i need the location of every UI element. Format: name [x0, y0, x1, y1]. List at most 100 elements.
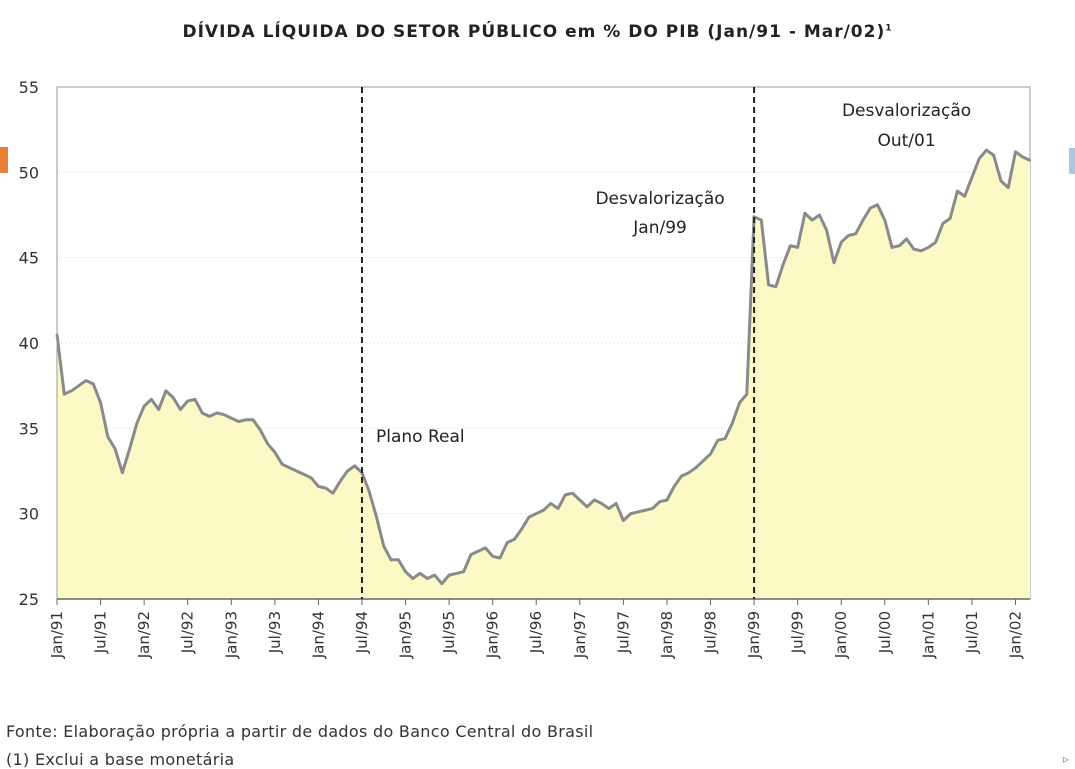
data-point-1998-04: [687, 471, 690, 474]
cursor-icon: ▹: [1063, 752, 1070, 766]
data-point-2001-11: [999, 179, 1003, 183]
x-tick-label-Jul/99: Jul/99: [789, 611, 807, 654]
data-point-1996-06: [527, 515, 531, 519]
x-tick-label-Jan/91: Jan/91: [48, 611, 66, 659]
data-point-1994-08: [368, 490, 371, 493]
data-point-2001-09: [985, 148, 988, 152]
data-point-1997-02: [585, 505, 589, 509]
y-tick-label-45: 45: [19, 249, 39, 268]
data-point-1999-02: [760, 218, 763, 222]
data-point-1995-01: [404, 570, 407, 573]
data-point-1997-12: [658, 500, 661, 503]
data-point-1995-08: [455, 572, 458, 575]
data-point-1991-08: [106, 435, 110, 439]
data-point-1991-11: [128, 447, 131, 451]
data-point-2001-08: [977, 157, 981, 160]
data-point-1993-03: [244, 418, 247, 421]
data-point-1994-02: [324, 486, 327, 490]
data-point-2000-07: [883, 218, 886, 222]
data-point-1999-04: [774, 285, 778, 288]
data-point-1998-06: [702, 459, 705, 462]
data-point-1996-05: [520, 527, 523, 531]
data-point-2001-12: [1007, 186, 1010, 189]
left-edge-marker: [0, 147, 8, 173]
y-tick-label-25: 25: [19, 590, 39, 609]
data-point-1993-01: [230, 416, 233, 420]
data-point-1996-10: [556, 507, 560, 510]
data-point-1997-01: [578, 498, 582, 502]
source-note: Fonte: Elaboração própria a partir de da…: [6, 722, 594, 741]
footnote: (1) Exclui a base monetária: [6, 750, 235, 769]
x-tick-label-Jan/99: Jan/99: [745, 611, 763, 659]
x-tick-label-Jul/93: Jul/93: [266, 611, 284, 654]
data-point-1998-12: [745, 393, 749, 396]
data-point-1996-04: [513, 538, 516, 541]
data-point-1993-11: [302, 473, 306, 476]
data-point-1996-11: [564, 493, 567, 497]
data-point-1992-01: [142, 404, 146, 408]
data-point-1997-06: [614, 502, 618, 505]
data-point-1999-12: [832, 261, 836, 264]
x-tick-label-Jul/95: Jul/95: [440, 611, 458, 654]
data-point-1997-05: [607, 507, 611, 510]
data-point-1993-10: [295, 469, 298, 473]
data-point-1997-08: [629, 512, 632, 515]
data-point-2001-10: [992, 154, 995, 157]
x-tick-label-Jan/93: Jan/93: [222, 611, 240, 659]
data-point-1995-12: [484, 546, 487, 549]
data-point-1995-10: [469, 553, 473, 556]
data-point-1991-06: [92, 382, 95, 386]
data-point-2000-12: [919, 249, 923, 253]
x-tick-label-Jan/97: Jan/97: [571, 611, 589, 659]
data-point-1992-05: [171, 396, 175, 399]
data-point-1994-05: [346, 469, 349, 473]
data-point-1992-10: [208, 415, 211, 418]
data-point-1997-10: [643, 509, 647, 512]
data-point-2000-06: [876, 203, 879, 206]
chart-title-text: DÍVIDA LÍQUIDA DO SETOR PÚBLICO em % DO …: [182, 22, 886, 42]
data-point-1993-12: [309, 476, 313, 480]
data-point-2000-10: [905, 237, 908, 241]
data-point-1998-09: [723, 437, 727, 440]
label-desval-jan99-line1: Jan/99: [632, 218, 687, 238]
data-point-2001-07: [970, 176, 974, 179]
data-point-2000-01: [840, 241, 843, 244]
data-point-1998-01: [665, 498, 669, 502]
data-point-1999-03: [767, 283, 770, 287]
data-point-1993-07: [273, 451, 277, 454]
data-point-1995-06: [440, 582, 444, 585]
data-point-1994-01: [317, 485, 320, 488]
x-tick-label-Jul/96: Jul/96: [527, 611, 545, 654]
data-point-1993-05: [259, 428, 262, 432]
label-desval-out01-line0: Desvalorização: [842, 101, 971, 121]
data-point-1991-12: [135, 422, 139, 425]
x-tick-label-Jan/94: Jan/94: [309, 611, 327, 659]
data-point-1994-10: [382, 544, 385, 548]
data-point-2000-02: [847, 234, 850, 237]
x-tick-label-Jul/91: Jul/91: [92, 611, 110, 654]
data-point-1991-03: [70, 389, 73, 392]
data-point-2001-03: [941, 222, 945, 225]
data-point-1992-04: [164, 389, 168, 392]
data-point-1996-07: [535, 512, 538, 515]
x-tick-label-Jan/92: Jan/92: [135, 611, 153, 659]
data-point-1998-05: [694, 466, 698, 469]
data-point-1997-04: [600, 502, 603, 505]
data-point-1998-10: [731, 422, 734, 425]
data-point-1999-10: [818, 213, 821, 217]
data-point-1995-02: [411, 577, 414, 580]
data-point-1994-11: [389, 558, 393, 561]
x-tick-label-Jul/92: Jul/92: [179, 611, 197, 654]
data-point-1998-11: [738, 401, 741, 404]
data-point-2001-04: [948, 217, 952, 220]
x-tick-label-Jul/00: Jul/00: [876, 611, 894, 654]
data-point-1995-03: [418, 572, 422, 575]
data-point-1992-12: [222, 413, 226, 416]
chart-title-footnote-mark: 1: [885, 23, 893, 34]
x-tick-label-Jan/00: Jan/00: [832, 611, 850, 659]
data-point-1992-03: [157, 408, 160, 411]
data-point-1998-03: [680, 474, 683, 478]
data-point-1996-01: [491, 555, 494, 558]
y-tick-label-30: 30: [19, 505, 39, 524]
data-point-1999-06: [789, 244, 792, 247]
